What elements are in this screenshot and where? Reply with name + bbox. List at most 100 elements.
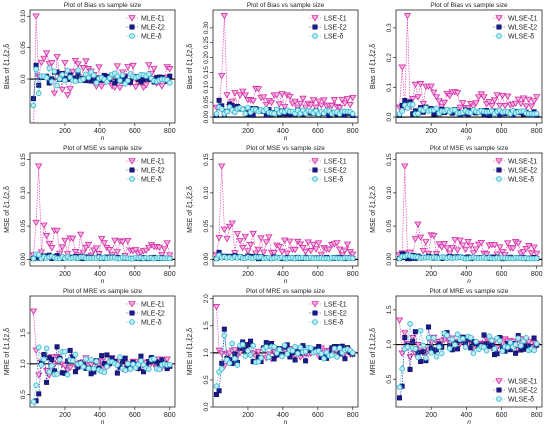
legend-label: WLSE-ξ2 <box>508 388 537 395</box>
xi1-point <box>225 223 234 231</box>
x-tick-label: 400 <box>94 271 106 278</box>
xi1-point <box>270 250 278 257</box>
xi1-point <box>335 246 344 253</box>
y-tick-label: 0.5 <box>203 375 210 384</box>
xi1-point <box>66 364 74 372</box>
chart-title: Plot of MRE vs sample size <box>63 288 142 295</box>
delta-point <box>279 353 285 360</box>
xi1-point <box>459 100 467 107</box>
y-tick-label: 0.05 <box>20 219 27 232</box>
xi2-point <box>245 342 251 348</box>
delta-point <box>399 366 405 372</box>
delta-point <box>224 108 230 115</box>
delta-point <box>166 255 173 262</box>
xi1-point <box>296 100 305 108</box>
legend-label: MLE-δ <box>141 177 162 184</box>
x-axis-label: n <box>467 278 471 285</box>
xi1-point <box>501 103 509 110</box>
xi1-point <box>530 98 538 105</box>
x-tick-label: 800 <box>164 412 176 419</box>
delta-point <box>54 371 60 377</box>
xi1-point <box>58 244 67 251</box>
xi2-point <box>397 395 403 401</box>
delta-point <box>396 384 403 390</box>
legend: WLSE-ξ1 WLSE-ξ2 WLSE-δ <box>490 155 540 185</box>
xi1-point <box>92 245 101 252</box>
delta-point <box>263 344 270 350</box>
xi2-point <box>494 351 500 357</box>
xi1-point <box>32 219 40 227</box>
delta-point <box>276 346 283 353</box>
y-tick-label: 0.10 <box>386 186 393 199</box>
delta-point <box>399 108 405 114</box>
delta-point <box>349 255 356 262</box>
delta-point <box>452 341 458 348</box>
delta-point <box>496 338 503 344</box>
xi1-point <box>414 221 422 228</box>
xi1-point <box>155 244 163 252</box>
x-tick-label: 800 <box>347 271 359 278</box>
delta-line <box>399 323 537 388</box>
xi2-point <box>412 329 418 335</box>
xi1-point <box>286 93 294 101</box>
chart-panel: Plot of MRE vs sample size 200 400 600 800 n 0… <box>187 288 359 426</box>
xi1-point <box>283 250 291 257</box>
xi1-point <box>95 64 103 71</box>
y-tick-label: 0.15 <box>20 153 27 166</box>
delta-point <box>130 361 136 368</box>
xi1-point <box>525 96 533 104</box>
xi1-point <box>275 243 284 251</box>
xi1-point <box>273 92 281 99</box>
delta-point <box>88 356 94 363</box>
legend-label: WLSE-δ <box>508 397 534 404</box>
delta-point <box>234 362 241 368</box>
y-tick-label: 0.15 <box>386 153 393 166</box>
delta-point <box>255 358 262 365</box>
xi2-point <box>521 346 527 352</box>
xi1-point <box>265 351 273 358</box>
xi1-point <box>124 64 132 71</box>
y-axis-label: Bias of ξ1,ξ2,δ <box>4 44 11 89</box>
xi2-point <box>141 369 147 375</box>
xi1-point <box>296 241 305 248</box>
delta-point <box>349 350 356 356</box>
y-tick-label: 0.15 <box>203 153 210 166</box>
xi1-point <box>307 248 315 255</box>
xi1-point <box>309 97 318 104</box>
xi1-point <box>311 15 319 22</box>
delta-point <box>420 342 427 349</box>
xi2-point <box>44 379 50 385</box>
delta-point <box>41 356 47 363</box>
xi1-point <box>304 239 312 246</box>
xi2-point <box>49 356 55 362</box>
x-tick-label: 200 <box>59 271 71 278</box>
xi1-point <box>343 96 352 103</box>
xi1-point <box>514 240 522 247</box>
delta-point <box>62 77 68 84</box>
xi1-point <box>533 250 541 258</box>
xi1-point <box>160 246 169 253</box>
y-tick-label: 0.10 <box>20 186 27 199</box>
xi1-point <box>432 94 441 101</box>
delta-point <box>129 176 135 182</box>
delta-point <box>232 355 238 362</box>
plot-area <box>213 304 357 398</box>
y-tick-label: 0.0 <box>386 112 393 121</box>
xi1-point <box>525 243 533 250</box>
chart-panel: Plot of Bias vs sample size 200 400 600 800 n… <box>4 2 176 142</box>
xi1-point <box>456 104 464 112</box>
xi1-point <box>495 158 503 165</box>
xi2-point <box>104 352 110 358</box>
x-axis-label: n <box>101 419 105 426</box>
xi2-point <box>402 335 408 341</box>
xi1-point <box>338 97 346 104</box>
delta-point <box>64 371 71 378</box>
xi1-point <box>416 81 425 88</box>
xi1-point <box>291 246 299 254</box>
xi1-point <box>142 247 150 255</box>
xi1-point <box>440 241 449 248</box>
delta-point <box>49 78 55 85</box>
xi1-point <box>42 233 51 240</box>
xi1-point <box>48 60 56 67</box>
delta-point <box>460 335 466 342</box>
